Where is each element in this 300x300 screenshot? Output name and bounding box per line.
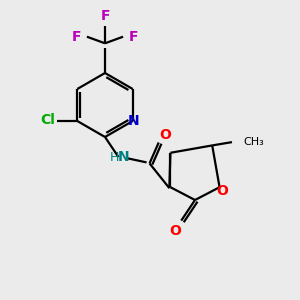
Text: F: F — [100, 9, 110, 23]
Text: F: F — [72, 30, 82, 44]
Text: N: N — [128, 114, 140, 128]
Text: O: O — [217, 184, 229, 198]
Text: O: O — [169, 224, 181, 238]
Text: N: N — [118, 150, 129, 164]
Text: Cl: Cl — [40, 113, 55, 127]
Text: H: H — [110, 151, 119, 164]
Text: O: O — [159, 128, 171, 142]
Text: CH₃: CH₃ — [243, 137, 264, 147]
Text: F: F — [128, 30, 138, 44]
